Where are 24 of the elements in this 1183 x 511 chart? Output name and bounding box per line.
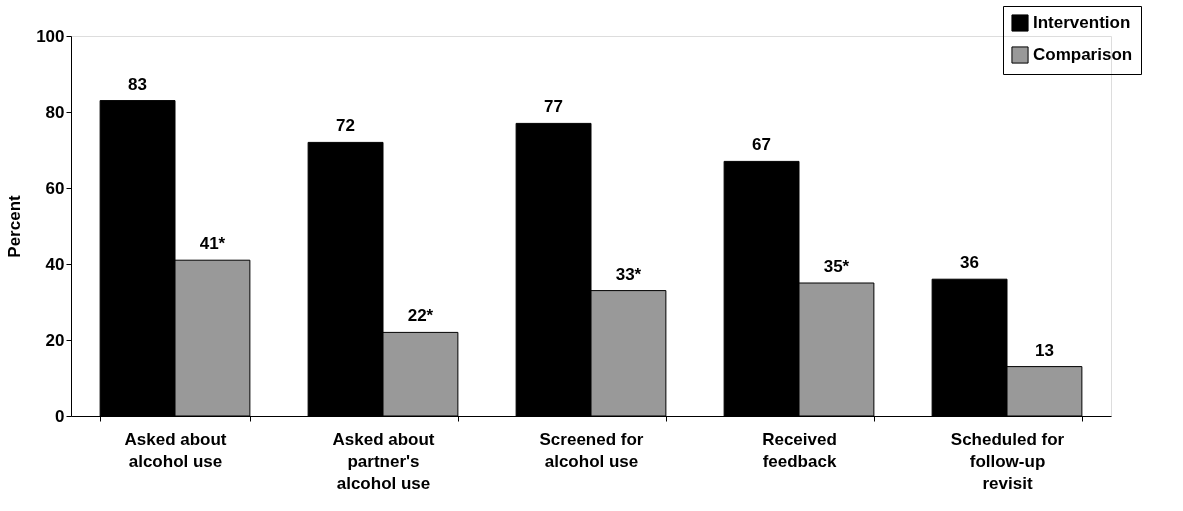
y-axis-title: Percent	[5, 194, 25, 258]
x-tick-label: Scheduled for follow-up revisit	[950, 429, 1065, 493]
data-label: 22*	[407, 306, 434, 326]
y-tick-label: 0	[55, 406, 65, 426]
legend-label: Intervention	[1033, 13, 1131, 32]
y-tick-label: 100	[36, 26, 65, 46]
data-label: 33*	[615, 264, 642, 284]
data-label: 35*	[823, 257, 850, 276]
data-label: 13	[1034, 340, 1054, 360]
x-tick-label: Screened for alcohol use	[539, 429, 644, 471]
data-label: 83	[128, 74, 148, 94]
data-label: 72	[336, 116, 356, 136]
data-label: 67	[752, 135, 772, 155]
legend-label: Comparison	[1033, 45, 1133, 64]
data-label: 36	[960, 253, 980, 273]
x-tick-label: Asked about alcohol use	[124, 429, 227, 471]
x-tick-label: Received feedback	[762, 429, 837, 471]
y-tick-label: 20	[45, 330, 65, 350]
y-tick-label: 60	[45, 178, 65, 198]
data-label: 41*	[199, 234, 226, 254]
y-tick-label: 40	[45, 254, 65, 274]
y-tick-label: 80	[45, 102, 65, 122]
data-label: 77	[544, 97, 564, 117]
x-tick-label: Asked about partner's alcohol use	[332, 429, 435, 493]
